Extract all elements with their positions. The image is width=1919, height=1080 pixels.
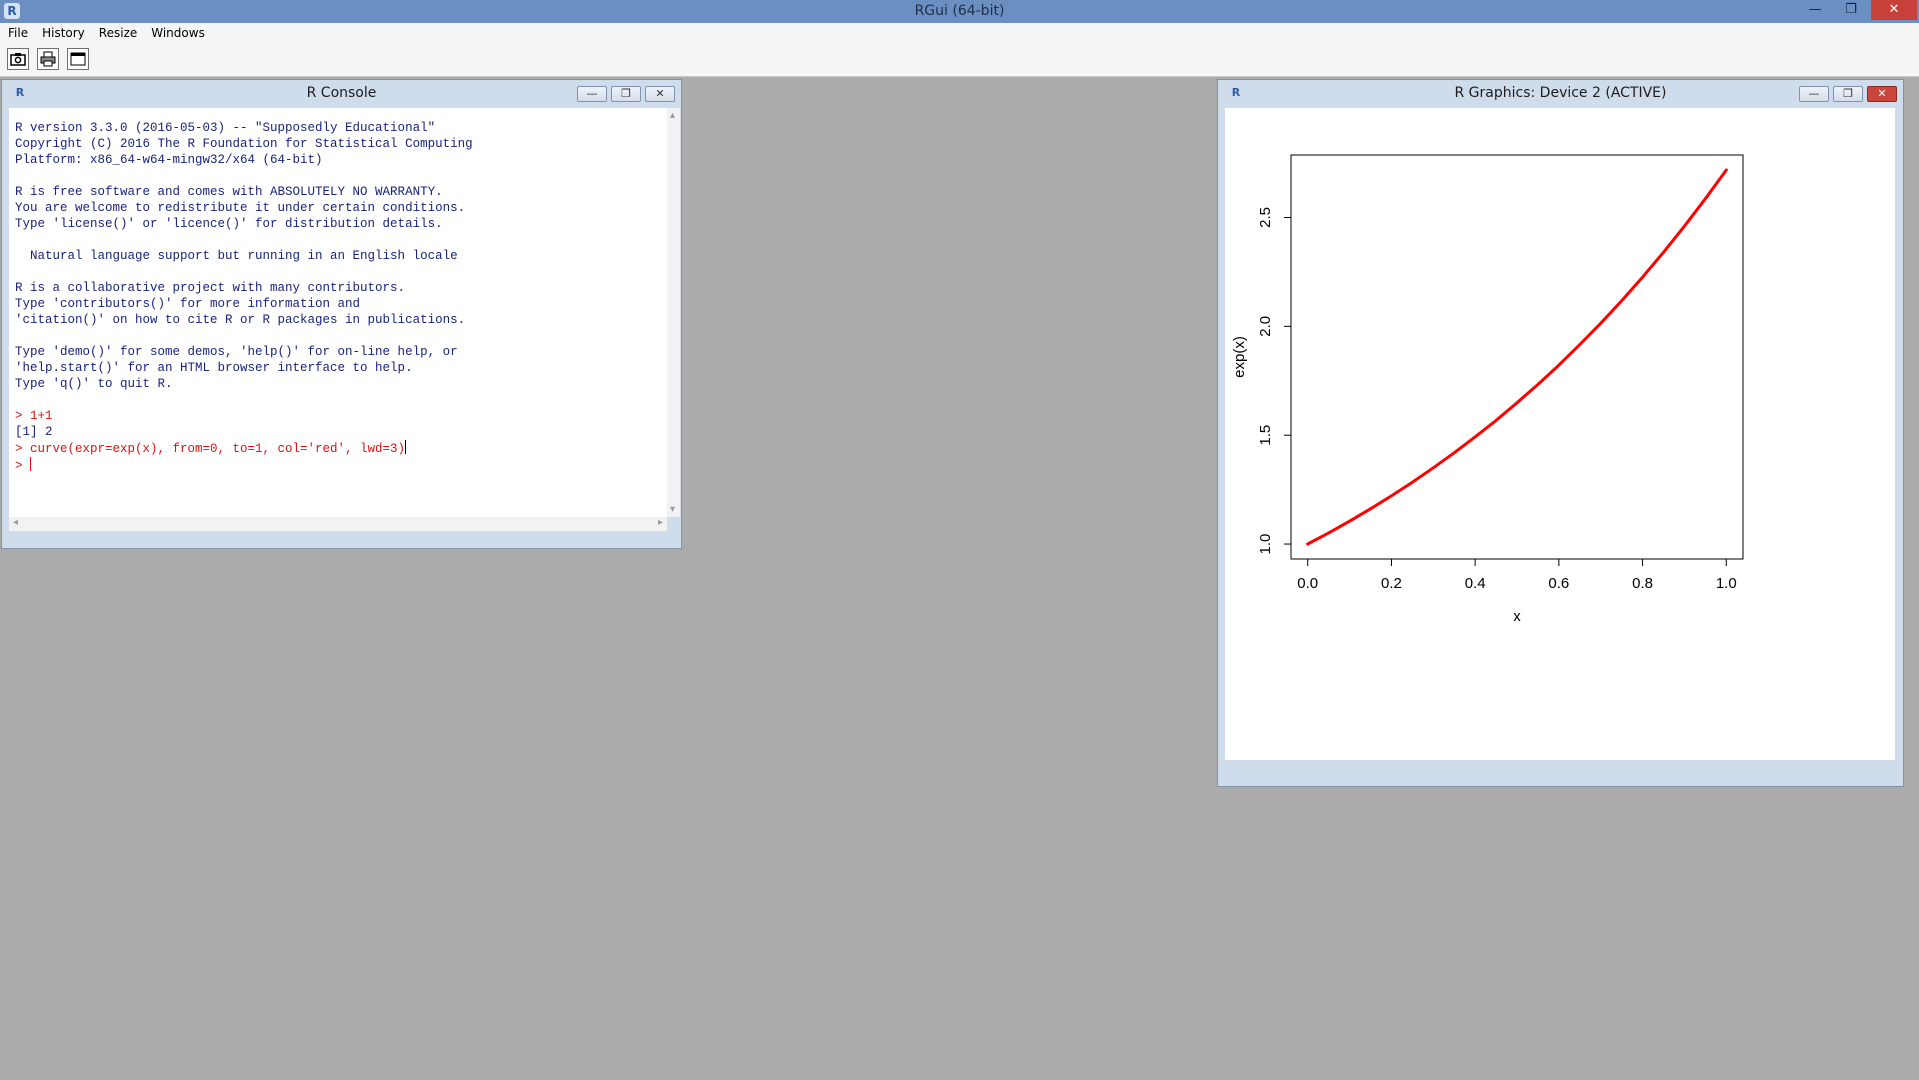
console-restore-button[interactable]: ❐ [611, 86, 641, 102]
menu-bar: File History Resize Windows [0, 23, 1919, 43]
console-prompt: > [15, 459, 31, 473]
console-output-line: [1] 2 [15, 425, 53, 439]
r-graphics-window[interactable]: R R Graphics: Device 2 (ACTIVE) — ❐ ✕ 0.… [1217, 79, 1904, 787]
app-title-bar[interactable]: R RGui (64-bit) — ❐ ✕ [0, 0, 1919, 23]
x-tick-label: 0.4 [1465, 575, 1486, 592]
x-axis-label: x [1513, 608, 1521, 625]
menu-windows[interactable]: Windows [151, 26, 205, 40]
print-button[interactable] [37, 48, 59, 70]
scroll-up-icon[interactable]: ▴ [670, 110, 676, 121]
console-text: R version 3.3.0 (2016-05-03) -- "Suppose… [15, 120, 473, 474]
r-app-icon: R [4, 3, 20, 19]
series-line-exp [1306, 168, 1728, 546]
console-line: Type 'license()' or 'licence()' for dist… [15, 217, 443, 231]
console-line: 'citation()' on how to cite R or R packa… [15, 313, 466, 327]
console-line: R is a collaborative project with many c… [15, 281, 406, 295]
printer-icon [40, 51, 56, 67]
console-line: R version 3.3.0 (2016-05-03) -- "Suppose… [15, 121, 436, 135]
x-tick-label: 0.0 [1297, 575, 1318, 592]
restore-button[interactable]: ❐ [1845, 2, 1857, 17]
console-minimize-button[interactable]: — [577, 86, 607, 102]
toolbar [0, 43, 1919, 77]
console-close-button[interactable]: ✕ [645, 86, 675, 102]
copy-screenshot-button[interactable] [7, 48, 29, 70]
prompt-cursor [30, 457, 32, 471]
y-axis-label: exp(x) [1231, 336, 1248, 378]
graphics-title-bar[interactable]: R R Graphics: Device 2 (ACTIVE) — ❐ ✕ [1218, 80, 1903, 106]
y-tick-label: 2.0 [1257, 316, 1274, 337]
scroll-down-icon[interactable]: ▾ [670, 504, 676, 515]
scroll-left-icon[interactable]: ◂ [13, 517, 19, 528]
menu-history[interactable]: History [42, 26, 85, 40]
r-console-window[interactable]: R R Console — ❐ ✕ R version 3.3.0 (2016-… [1, 79, 682, 549]
x-tick-label: 0.8 [1632, 575, 1653, 592]
console-line: Natural language support but running in … [15, 249, 458, 263]
minimize-button[interactable]: — [1808, 2, 1822, 17]
window-icon [70, 52, 86, 66]
plot-area[interactable]: 0.0 0.2 0.4 0.6 0.8 1.0 1.0 1.5 2.0 2.5 x exp(x) [1225, 108, 1895, 760]
console-line: Type 'demo()' for some demos, 'help()' f… [15, 345, 458, 359]
scroll-right-icon[interactable]: ▸ [657, 517, 663, 528]
y-tick-label: 1.0 [1257, 534, 1274, 555]
x-tick-label: 0.6 [1548, 575, 1569, 592]
x-tick-label: 1.0 [1716, 575, 1737, 592]
console-line: Type 'contributors()' for more informati… [15, 297, 361, 311]
console-input-line: > curve(expr=exp(x), from=0, to=1, col='… [15, 442, 406, 456]
console-line: You are welcome to redistribute it under… [15, 201, 466, 215]
console-vertical-scrollbar[interactable]: ▴ ▾ [667, 108, 680, 517]
text-cursor [405, 440, 407, 454]
y-tick-label: 2.5 [1257, 207, 1274, 228]
graphics-minimize-button[interactable]: — [1799, 86, 1829, 102]
console-line: R is free software and comes with ABSOLU… [15, 185, 443, 199]
close-button[interactable]: ✕ [1871, 0, 1917, 20]
menu-file[interactable]: File [8, 26, 29, 40]
exp-curve-plot: 0.0 0.2 0.4 0.6 0.8 1.0 1.0 1.5 2.0 2.5 x exp(x) [1231, 154, 1744, 625]
console-horizontal-scrollbar[interactable]: ◂ ▸ [9, 517, 667, 531]
plot-frame [1290, 154, 1744, 560]
app-title: RGui (64-bit) [914, 3, 1005, 19]
r-console-icon: R [15, 86, 25, 99]
console-line: Copyright (C) 2016 The R Foundation for … [15, 137, 473, 151]
r-graphics-icon: R [1231, 86, 1241, 99]
menu-resize[interactable]: Resize [98, 26, 138, 40]
graphics-restore-button[interactable]: ❐ [1833, 86, 1863, 102]
console-line: 'help.start()' for an HTML browser inter… [15, 361, 413, 375]
console-line: Type 'q()' to quit R. [15, 377, 173, 391]
y-tick-label: 1.5 [1257, 425, 1274, 446]
console-window-button[interactable] [67, 48, 89, 70]
console-title-bar[interactable]: R R Console — ❐ ✕ [2, 80, 681, 106]
x-tick-label: 0.2 [1381, 575, 1402, 592]
console-output[interactable]: R version 3.3.0 (2016-05-03) -- "Suppose… [9, 108, 667, 517]
console-input-line: > 1+1 [15, 409, 53, 423]
camera-icon [10, 53, 26, 66]
graphics-close-button[interactable]: ✕ [1867, 86, 1897, 102]
console-line: Platform: x86_64-w64-mingw32/x64 (64-bit… [15, 153, 323, 167]
console-title: R Console [306, 85, 377, 101]
graphics-title: R Graphics: Device 2 (ACTIVE) [1454, 85, 1667, 101]
